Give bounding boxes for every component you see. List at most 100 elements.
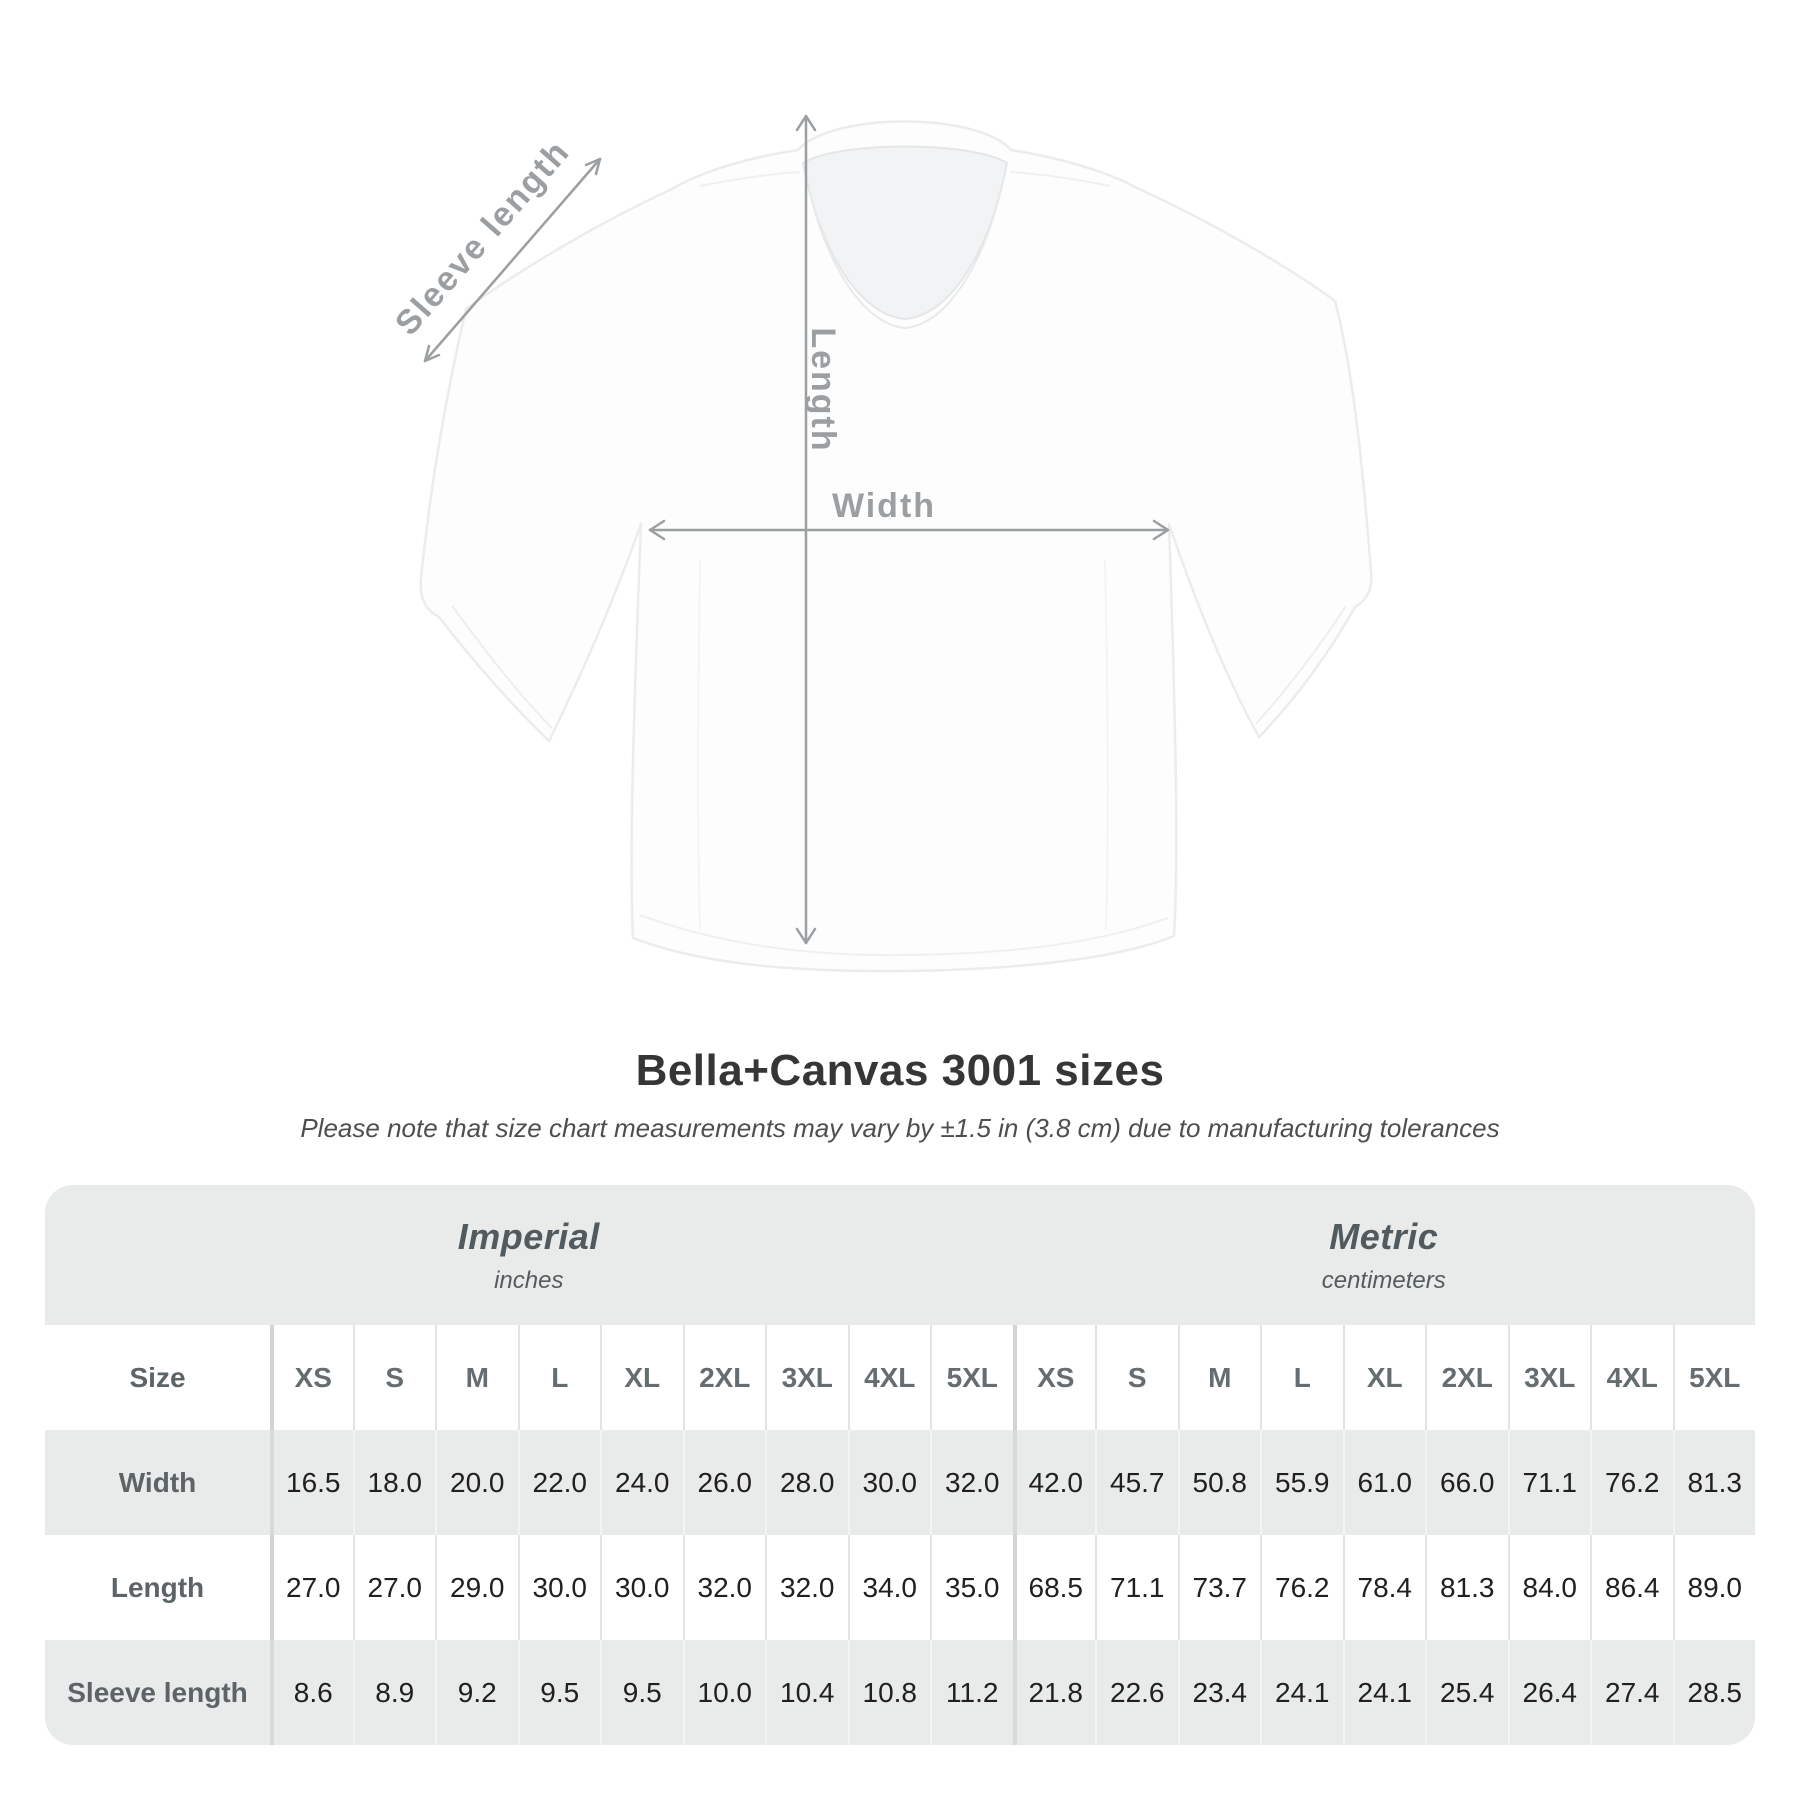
length-label: Length bbox=[804, 327, 842, 452]
size-col-header: XS bbox=[270, 1325, 353, 1430]
size-value-cell: 9.2 bbox=[435, 1640, 518, 1745]
size-col-header: XL bbox=[600, 1325, 683, 1430]
tolerance-note: Please note that size chart measurements… bbox=[300, 1113, 1500, 1143]
imperial-group-header: Imperial inches bbox=[45, 1185, 1013, 1325]
page-title: Bella+Canvas 3001 sizes bbox=[635, 1046, 1165, 1095]
size-value-cell: 23.4 bbox=[1177, 1640, 1261, 1745]
size-value-cell: 61.0 bbox=[1342, 1430, 1426, 1535]
tshirt-neck-opening bbox=[801, 145, 1009, 321]
size-value-cell: 71.1 bbox=[1095, 1535, 1178, 1640]
table-row-width: Width 16.5 18.0 20.0 22.0 24.0 26.0 28.0… bbox=[45, 1430, 1755, 1535]
size-value-cell: 32.0 bbox=[765, 1535, 848, 1640]
size-col-header: 3XL bbox=[765, 1325, 848, 1430]
size-value-cell: 11.2 bbox=[930, 1640, 1013, 1745]
size-value-cell: 8.9 bbox=[352, 1640, 436, 1745]
tshirt-crease bbox=[697, 559, 701, 931]
metric-group-header: Metric centimeters bbox=[1013, 1185, 1756, 1325]
size-value-cell: 55.9 bbox=[1260, 1430, 1343, 1535]
size-value-cell: 35.0 bbox=[930, 1535, 1013, 1640]
size-col-header: XL bbox=[1342, 1325, 1426, 1430]
size-value-cell: 71.1 bbox=[1507, 1430, 1591, 1535]
tshirt-body bbox=[419, 120, 1373, 973]
size-col-header: L bbox=[1260, 1325, 1343, 1430]
size-col-header: 4XL bbox=[1590, 1325, 1673, 1430]
size-value-cell: 10.8 bbox=[847, 1640, 931, 1745]
size-value-cell: 25.4 bbox=[1425, 1640, 1508, 1745]
imperial-unit-label: inches bbox=[494, 1266, 564, 1294]
size-value-cell: 81.3 bbox=[1672, 1430, 1756, 1535]
size-col-header: 2XL bbox=[1425, 1325, 1508, 1430]
size-value-cell: 21.8 bbox=[1012, 1640, 1096, 1745]
size-col-header: M bbox=[1177, 1325, 1261, 1430]
size-value-cell: 30.0 bbox=[847, 1430, 931, 1535]
row-label: Sleeve length bbox=[67, 1676, 248, 1708]
metric-label: Metric bbox=[1329, 1215, 1439, 1257]
size-value-cell: 28.0 bbox=[765, 1430, 848, 1535]
size-value-cell: 9.5 bbox=[517, 1640, 601, 1745]
metric-unit-label: centimeters bbox=[1321, 1266, 1446, 1294]
size-table: Imperial inches Metric centimeters Size … bbox=[45, 1185, 1755, 1745]
size-value-cell: 29.0 bbox=[435, 1535, 518, 1640]
size-value-cell: 9.5 bbox=[600, 1640, 683, 1745]
size-value-cell: 42.0 bbox=[1012, 1430, 1096, 1535]
size-value-cell: 26.4 bbox=[1507, 1640, 1591, 1745]
size-value-cell: 68.5 bbox=[1012, 1535, 1096, 1640]
size-value-cell: 86.4 bbox=[1590, 1535, 1673, 1640]
size-header-label: Size bbox=[129, 1361, 186, 1393]
size-value-cell: 22.6 bbox=[1095, 1640, 1178, 1745]
size-col-header: XS bbox=[1012, 1325, 1096, 1430]
size-value-cell: 24.1 bbox=[1342, 1640, 1426, 1745]
size-value-cell: 34.0 bbox=[847, 1535, 931, 1640]
size-value-cell: 10.4 bbox=[765, 1640, 848, 1745]
size-value-cell: 32.0 bbox=[682, 1535, 766, 1640]
size-col-header: S bbox=[1095, 1325, 1178, 1430]
tshirt-shoulder-seam bbox=[699, 171, 801, 187]
width-label: Width bbox=[832, 487, 936, 525]
tshirt-left-cuff-fold bbox=[451, 605, 553, 729]
imperial-label: Imperial bbox=[457, 1215, 600, 1257]
sleeve-length-arrow bbox=[423, 157, 602, 363]
size-value-cell: 50.8 bbox=[1177, 1430, 1261, 1535]
table-row-sleeve-length: Sleeve length 8.6 8.9 9.2 9.5 9.5 10.0 1… bbox=[45, 1640, 1755, 1745]
tshirt-hem-shadow bbox=[639, 914, 1169, 957]
size-value-cell: 89.0 bbox=[1672, 1535, 1756, 1640]
tshirt-shoulder-seam bbox=[1009, 171, 1111, 187]
size-value-cell: 18.0 bbox=[352, 1430, 436, 1535]
size-header-row: Size XS S M L XL 2XL 3XL 4XL 5XL XS S M … bbox=[45, 1325, 1755, 1430]
size-col-header: 2XL bbox=[682, 1325, 766, 1430]
width-arrow bbox=[648, 519, 1170, 541]
size-value-cell: 27.0 bbox=[270, 1535, 353, 1640]
heading-block: Bella+Canvas 3001 sizes Please note that… bbox=[0, 1046, 1800, 1144]
size-value-cell: 66.0 bbox=[1425, 1430, 1508, 1535]
size-value-cell: 78.4 bbox=[1342, 1535, 1426, 1640]
tshirt-right-cuff-fold bbox=[1255, 605, 1347, 725]
size-col-header: 4XL bbox=[847, 1325, 931, 1430]
size-value-cell: 84.0 bbox=[1507, 1535, 1591, 1640]
size-col-header: 5XL bbox=[1672, 1325, 1756, 1430]
tshirt-crease bbox=[1104, 559, 1109, 931]
size-value-cell: 73.7 bbox=[1177, 1535, 1261, 1640]
size-col-header: 5XL bbox=[930, 1325, 1013, 1430]
size-value-cell: 16.5 bbox=[270, 1430, 353, 1535]
size-value-cell: 81.3 bbox=[1425, 1535, 1508, 1640]
size-col-header: M bbox=[435, 1325, 518, 1430]
size-value-cell: 30.0 bbox=[517, 1535, 601, 1640]
size-value-cell: 76.2 bbox=[1590, 1430, 1673, 1535]
size-value-cell: 26.0 bbox=[682, 1430, 766, 1535]
size-col-header: 3XL bbox=[1507, 1325, 1591, 1430]
size-value-cell: 20.0 bbox=[435, 1430, 518, 1535]
size-col-header: S bbox=[352, 1325, 436, 1430]
table-row-length: Length 27.0 27.0 29.0 30.0 30.0 32.0 32.… bbox=[45, 1535, 1755, 1640]
size-value-cell: 27.0 bbox=[352, 1535, 436, 1640]
size-value-cell: 24.0 bbox=[600, 1430, 683, 1535]
row-label: Width bbox=[118, 1466, 197, 1498]
unit-group-header: Imperial inches Metric centimeters bbox=[45, 1185, 1755, 1325]
size-value-cell: 45.7 bbox=[1095, 1430, 1178, 1535]
size-value-cell: 10.0 bbox=[682, 1640, 766, 1745]
size-value-cell: 76.2 bbox=[1260, 1535, 1343, 1640]
size-value-cell: 22.0 bbox=[517, 1430, 601, 1535]
tshirt-collar-seam bbox=[805, 175, 1005, 330]
size-value-cell: 24.1 bbox=[1260, 1640, 1343, 1745]
size-col-header: L bbox=[517, 1325, 601, 1430]
